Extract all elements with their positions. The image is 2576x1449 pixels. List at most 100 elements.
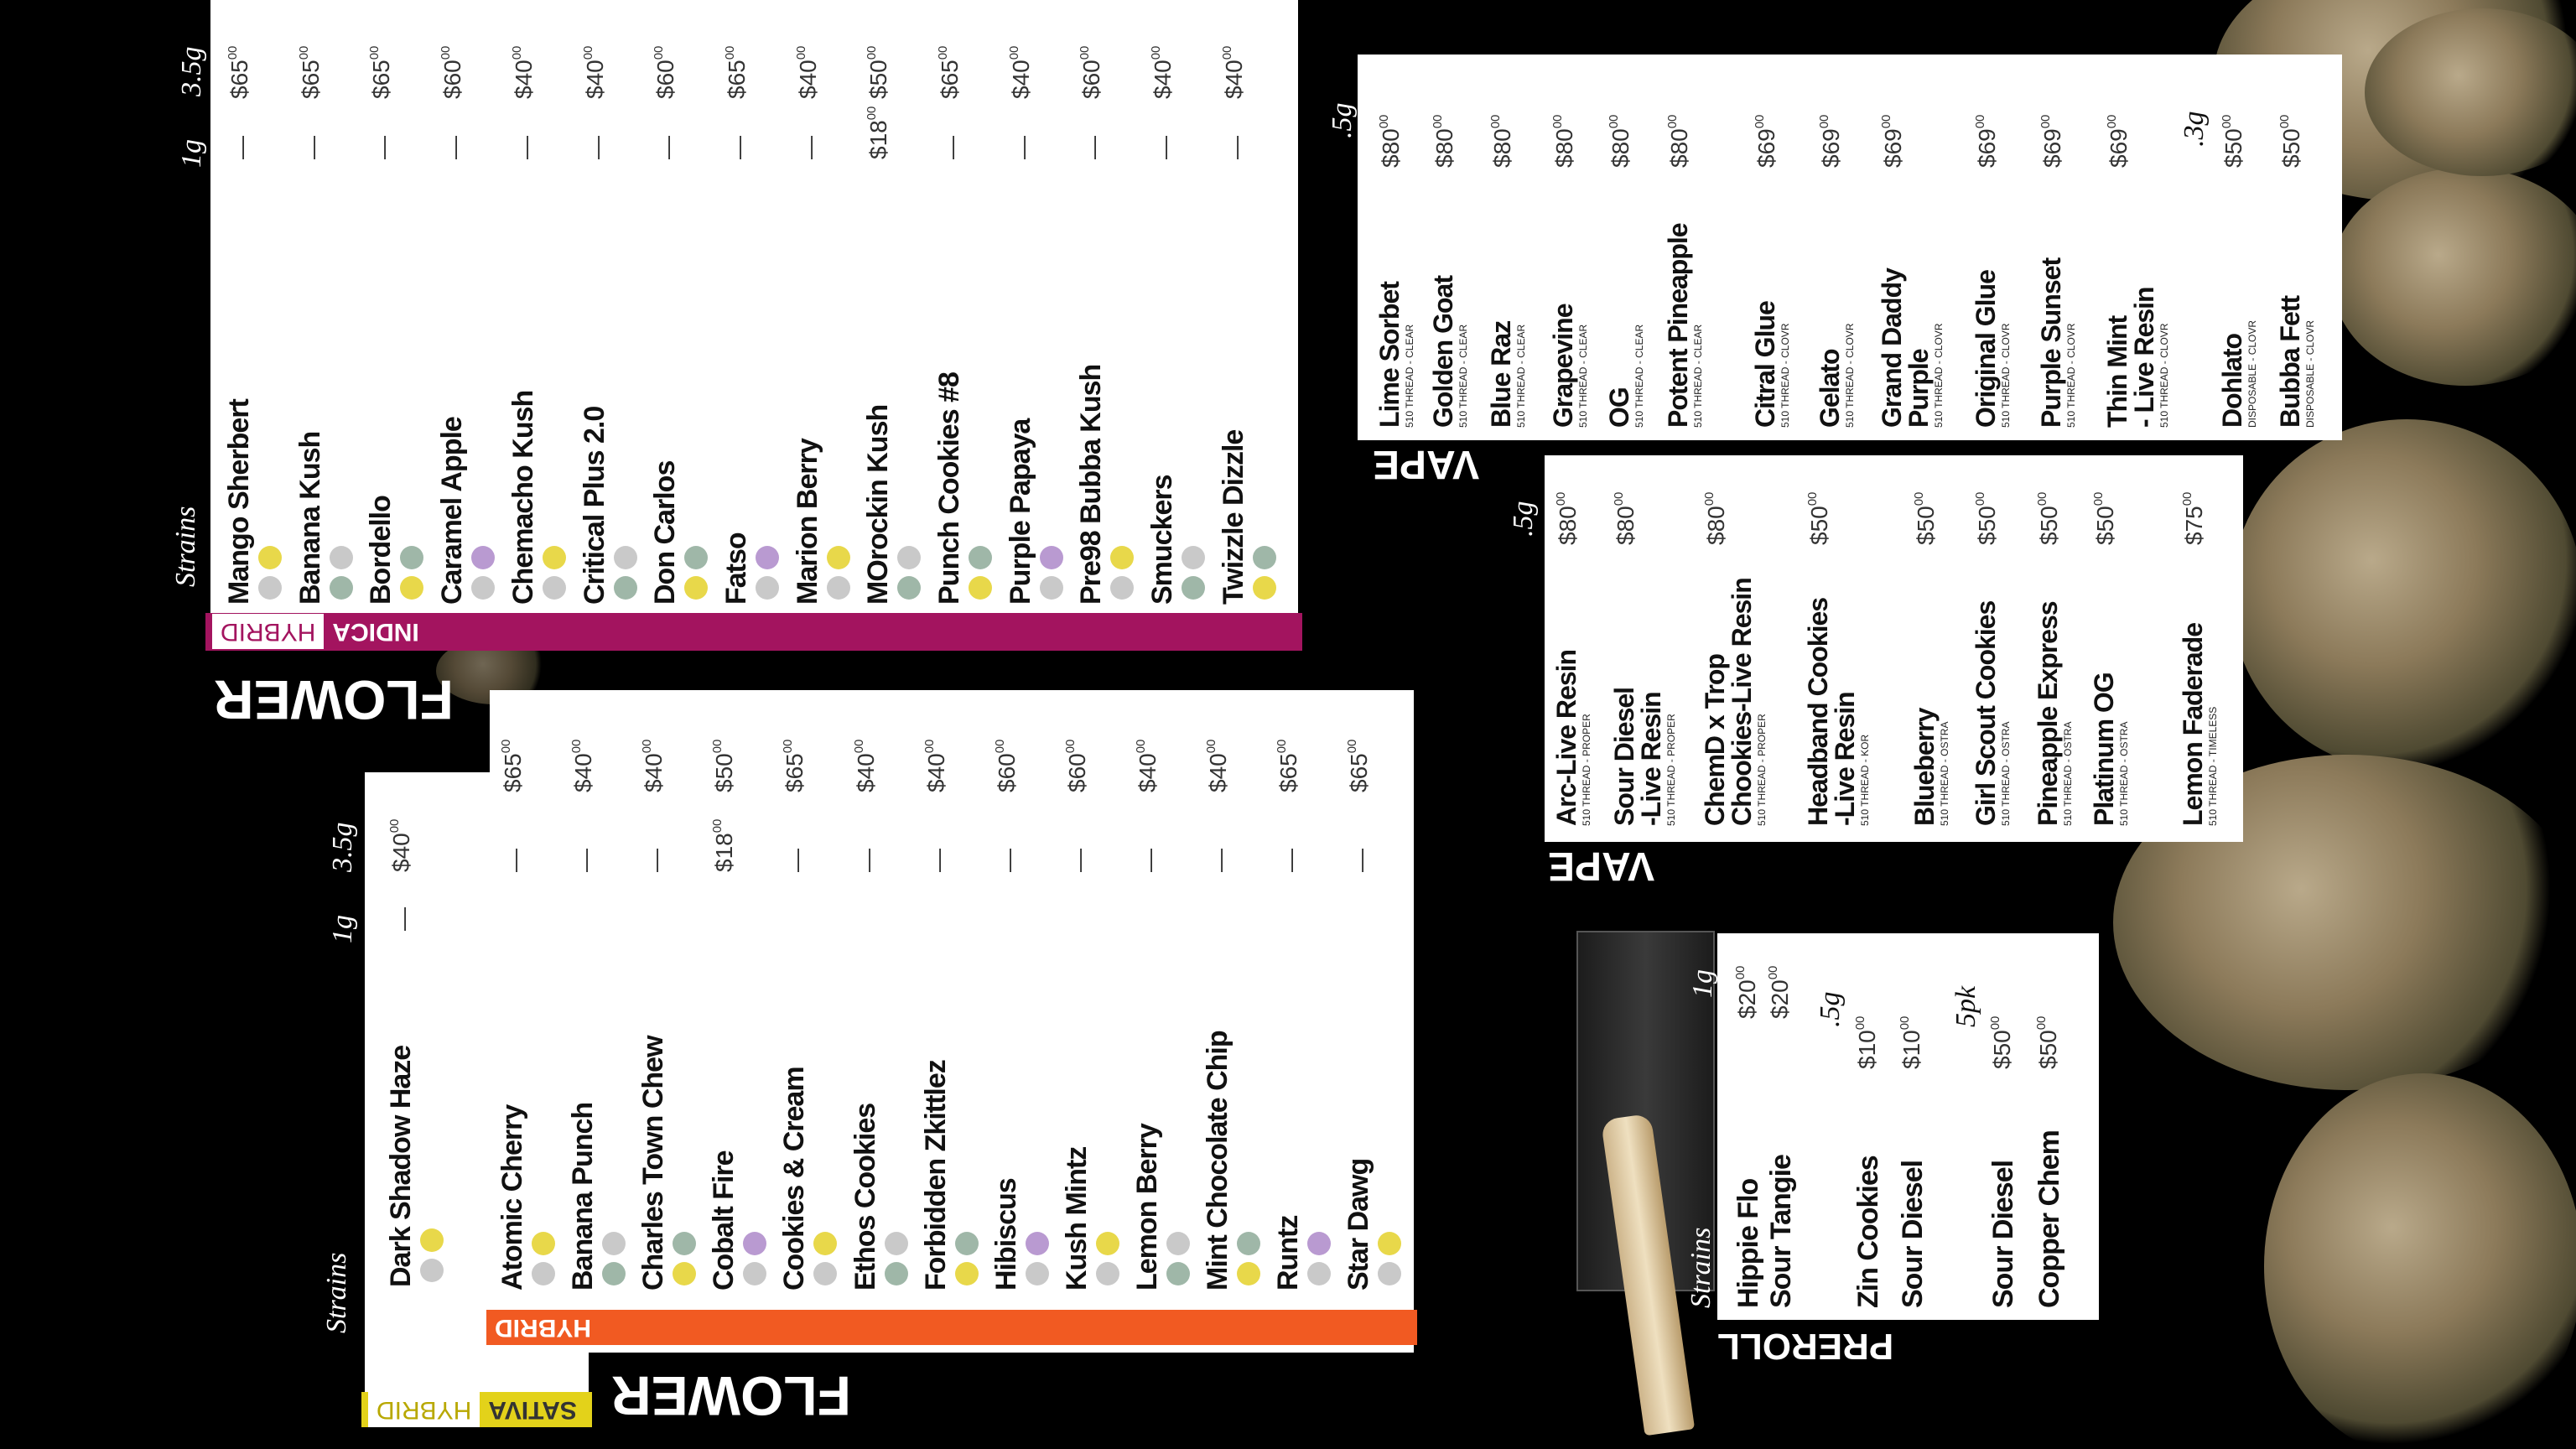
price-cents: 00 bbox=[1733, 965, 1748, 980]
price-dollars: $80 bbox=[1489, 128, 1515, 168]
tab-label: HYBRID bbox=[212, 614, 325, 650]
price-dash: — bbox=[783, 849, 810, 872]
strain-icon bbox=[602, 1232, 626, 1255]
price-cents: 00 bbox=[2091, 491, 2106, 506]
product-name: Original Glue bbox=[1971, 270, 2001, 428]
price-dash: — bbox=[583, 136, 610, 159]
product-name: Grand Daddy bbox=[1877, 268, 1907, 428]
strain-icon bbox=[813, 1262, 838, 1285]
price: $5000 bbox=[1805, 492, 1832, 545]
price-dollars: $40 bbox=[570, 753, 597, 792]
strain-icon bbox=[1378, 1232, 1402, 1255]
strain-icon bbox=[826, 546, 850, 569]
price: $6500 bbox=[781, 740, 808, 792]
price-dollars: $80 bbox=[1607, 128, 1633, 168]
price-cents: 00 bbox=[793, 45, 808, 60]
price-cents: 00 bbox=[1702, 491, 1716, 506]
price-cents: 00 bbox=[1766, 965, 1780, 980]
price-dollars: $40 bbox=[510, 60, 537, 99]
strain-icon bbox=[1307, 1232, 1332, 1255]
strain-icon bbox=[1095, 1232, 1119, 1255]
strain-icon bbox=[673, 1232, 697, 1255]
price: $6000 bbox=[652, 46, 678, 99]
price-cents: 00 bbox=[367, 45, 382, 60]
size-label: .3g bbox=[2179, 111, 2210, 148]
price-cents: 00 bbox=[2035, 491, 2049, 506]
price-dollars: $40 bbox=[852, 753, 879, 792]
product-type: 510 THREAD - CLEAR bbox=[1633, 324, 1645, 428]
strain-icon bbox=[532, 1232, 555, 1255]
price-cents: 00 bbox=[2105, 114, 2119, 129]
product-name: Girl Scout Cookies bbox=[1971, 600, 2001, 826]
price-dollars: $40 bbox=[1134, 753, 1161, 792]
price: $4000 bbox=[1007, 46, 1034, 99]
product-name: Gelato bbox=[1815, 349, 1845, 428]
strain-icon bbox=[471, 576, 496, 600]
price-dollars: $69 bbox=[1818, 128, 1844, 168]
price-dollars: $50 bbox=[2035, 1030, 2061, 1069]
price-cents: 00 bbox=[1853, 1015, 1867, 1031]
price: $5000 bbox=[865, 46, 891, 99]
price-cents: 00 bbox=[1612, 491, 1626, 506]
strain-icon bbox=[1307, 1262, 1332, 1285]
product-name: Chookies-Live Resin bbox=[1727, 578, 1757, 826]
strain-name: Hibiscus bbox=[989, 1178, 1022, 1291]
price-cents: 00 bbox=[1607, 114, 1621, 129]
price-dash: — bbox=[1207, 849, 1233, 872]
price-cents: 00 bbox=[2277, 114, 2292, 129]
strain-icon bbox=[684, 546, 709, 569]
menu-card bbox=[1545, 455, 2243, 842]
tab-label: INDICA bbox=[332, 618, 419, 647]
price: $6000 bbox=[439, 46, 465, 99]
product-type: 510 THREAD - CLOVR bbox=[2158, 323, 2170, 428]
price-cents: 00 bbox=[1973, 491, 1987, 506]
price: $2000 bbox=[1733, 965, 1760, 1019]
strain-name: Punch Cookies #8 bbox=[933, 372, 965, 605]
product-type: 510 THREAD - CLOVR bbox=[1844, 323, 1856, 428]
bud-photo bbox=[2231, 419, 2576, 771]
strain-icon bbox=[420, 1228, 444, 1252]
price-dollars: $80 bbox=[1551, 128, 1577, 168]
strain-icon bbox=[329, 546, 353, 569]
price-dollars: $65 bbox=[782, 753, 808, 792]
product-type: 510 THREAD - CLOVR bbox=[2065, 323, 2077, 428]
product-name: ChemD x Trop bbox=[1700, 654, 1730, 826]
price-dollars: $40 bbox=[922, 753, 949, 792]
price: $4000 bbox=[640, 740, 667, 792]
price-dash: — bbox=[1277, 849, 1304, 872]
size-label: .5g bbox=[1508, 501, 1539, 538]
price: $4000 bbox=[1220, 46, 1247, 99]
strain-name: Lemon Berry bbox=[1130, 1124, 1163, 1291]
price-cents: 00 bbox=[1204, 739, 1218, 754]
price-cents: 00 bbox=[1062, 739, 1078, 754]
price-dollars: $69 bbox=[2106, 128, 2132, 168]
product-type: 510 THREAD - KOR bbox=[1859, 734, 1871, 826]
price: $8000 bbox=[1488, 115, 1515, 168]
price: $1800 bbox=[865, 106, 892, 159]
product-type: 510 THREAD - CLOVR bbox=[1779, 323, 1791, 428]
price: $6500 bbox=[297, 46, 324, 99]
price-cents: 00 bbox=[387, 818, 402, 834]
strain-icon bbox=[1182, 576, 1206, 600]
price-dollars: $69 bbox=[1974, 128, 2000, 168]
strain-name: Twizzle Dizzle bbox=[1217, 429, 1249, 605]
product-type: 510 THREAD - CLEAR bbox=[1577, 324, 1589, 428]
strain-name: Marion Berry bbox=[791, 439, 823, 605]
price-cents: 00 bbox=[1973, 114, 1987, 129]
menu-card bbox=[1358, 55, 2342, 440]
strain-icon bbox=[1378, 1262, 1402, 1285]
column-label: Strains bbox=[1685, 1227, 1716, 1308]
strain-icon bbox=[613, 576, 637, 600]
product-type: 510 THREAD - PROPER bbox=[1756, 714, 1768, 826]
price: $8000 bbox=[1550, 115, 1577, 168]
price-cents: 00 bbox=[851, 739, 866, 754]
price-dollars: $65 bbox=[297, 60, 324, 99]
strain-name: Kush Mintz bbox=[1060, 1146, 1093, 1291]
price-dash: — bbox=[995, 849, 1021, 872]
strain-icon bbox=[826, 576, 850, 600]
price-dash: — bbox=[1065, 849, 1092, 872]
strain-name: Runtz bbox=[1272, 1215, 1305, 1291]
price-cents: 00 bbox=[722, 45, 737, 60]
price-dollars: $18 bbox=[865, 120, 892, 159]
product-type: 510 THREAD - OSTRA bbox=[2000, 721, 2012, 826]
